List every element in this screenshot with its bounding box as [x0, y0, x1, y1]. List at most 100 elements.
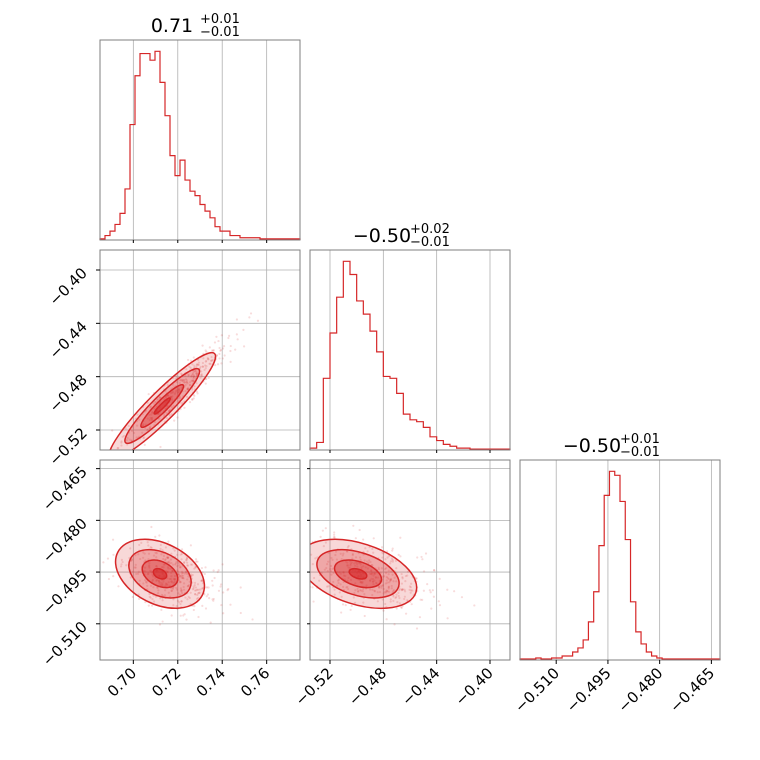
panel-1-2-sample-point — [332, 571, 335, 575]
panel-1-2-sample-point — [353, 591, 356, 595]
panel-0-2-sample-point — [144, 601, 147, 604]
panel-1-2-sample-point — [349, 564, 352, 567]
panel-0-1-sample-point — [192, 397, 195, 400]
panel-0-1-sample-point — [195, 363, 198, 367]
panel-0-2-sample-point — [163, 563, 166, 566]
panel-0-1-sample-point — [107, 455, 109, 457]
panel-1-2-sample-point — [389, 598, 392, 601]
panel-1-2-sample-point — [430, 607, 433, 610]
panel-1-2-sample-point — [307, 561, 309, 563]
panel-0-2-sample-point — [205, 595, 208, 598]
panel-0-2-sample-point — [178, 580, 181, 583]
panel-0-2-sample-point — [186, 556, 189, 559]
panel-0-2-sample-point — [161, 620, 164, 623]
panel-0-2-sample-point — [157, 592, 160, 595]
panel-1-2-sample-point — [406, 574, 409, 577]
panel-1-2-sample-point — [324, 541, 327, 544]
panel-1-2-sample-point — [342, 552, 345, 555]
panel-1-2-sample-point — [334, 550, 338, 553]
panel-0-2-sample-point — [166, 571, 169, 574]
panel-frame-2-1 — [309, 459, 511, 661]
panel-0-2-sample-point — [186, 564, 190, 567]
panel-1-2-sample-point — [333, 593, 336, 596]
panel-0-2-sample-point — [82, 549, 84, 551]
panel-0-1-sample-point — [177, 387, 181, 391]
panel-1-2-sample-point — [321, 529, 324, 532]
panel-1-2-sample-point — [386, 556, 389, 559]
panel-0-1-sample-point — [153, 407, 156, 410]
panel-1-2-sample-point — [368, 572, 372, 575]
panel-0-2-sample-point — [179, 565, 182, 569]
panel-1-2-sample-point — [431, 589, 434, 592]
panel-0-2-sample-point — [184, 596, 187, 599]
panel-0-2-sample-point — [166, 570, 169, 573]
panel-0-1-sample-point — [176, 416, 179, 419]
panel-1-2-sample-point — [358, 528, 361, 532]
panel-0-1-sample-point — [213, 341, 217, 344]
panel-1-2-sample-point — [394, 596, 397, 600]
grid-layer — [100, 40, 712, 660]
panel-1-2-sample-point — [362, 601, 365, 604]
panel-1-2-sample-point — [334, 553, 337, 557]
panel-0-1-sample-point — [142, 423, 145, 426]
panel-0-1-sample-point — [127, 424, 130, 428]
panel-1-2-sample-point — [398, 602, 401, 605]
panel-0-2-sample-point — [197, 596, 200, 600]
panel-0-1-sample-point — [201, 365, 204, 368]
panel-0-2-sample-point — [143, 566, 147, 569]
panel-0-2-sample-point — [180, 600, 183, 603]
panel-0-1-sample-point — [185, 381, 188, 384]
panel-0-2-sample-point — [197, 592, 200, 595]
panel-0-2-sample-point — [178, 581, 182, 584]
panel-0-2-sample-point — [165, 556, 169, 559]
panel-0-2-sample-point — [164, 589, 167, 592]
panel-1-2-marks — [307, 524, 476, 630]
panel-0-1-sample-point — [203, 368, 206, 372]
panel-0-1-sample-point — [183, 381, 186, 384]
panel-1-2-sample-point — [453, 590, 456, 593]
panel-0-2-sample-point — [120, 563, 123, 566]
panel-0-2-sample-point — [172, 547, 175, 550]
panel-0-2-sample-point — [170, 552, 173, 555]
panel-0-2-sample-point — [200, 579, 203, 583]
panel-0-1-sample-point — [229, 349, 232, 353]
panel-0-1-sample-point — [117, 446, 120, 450]
panel-frame-0-0 — [99, 39, 301, 241]
panel-1-2-sample-point — [421, 598, 424, 602]
panel-1-2-sample-point — [354, 537, 357, 540]
panel-1-2-sample-point — [396, 601, 399, 604]
panel-0-1-sample-point — [146, 428, 149, 432]
panel-0-2-sample-point — [171, 569, 174, 572]
panel-1-2-sample-point — [438, 577, 441, 580]
panel-1-2-sample-point — [377, 568, 381, 571]
panel-0-2-sample-point — [219, 583, 223, 586]
panel-0-2-sample-point — [171, 581, 174, 584]
panel-0-2-sample-point — [129, 547, 132, 550]
panel-frame-1-0 — [99, 249, 301, 451]
panel-0-2-sample-point — [181, 571, 185, 575]
panel-0-2-sample-point — [196, 560, 199, 563]
panel-0-1-sample-point — [120, 444, 123, 447]
hist-title-plus-2: +0.01 — [620, 432, 660, 447]
panel-1-2-sample-point — [363, 592, 366, 596]
panel-0-2-sample-point — [146, 541, 149, 544]
panel-1-2-sample-point — [415, 627, 419, 630]
panel-0-1-sample-point — [170, 391, 173, 394]
panel-0-2-sample-point — [169, 577, 172, 581]
panel-0-1-sample-point — [121, 435, 124, 438]
panel-0-1-sample-point — [218, 346, 221, 350]
panel-1-2-sample-point — [400, 588, 403, 591]
panel-1-2-sample-point — [389, 562, 392, 565]
panel-1-2-sample-point — [420, 555, 423, 559]
tick-layer — [96, 240, 712, 664]
panel-0-2-sample-point — [163, 594, 166, 597]
panel-0-2-sample-point — [227, 587, 230, 591]
panel-1-2-sample-point — [384, 571, 388, 574]
panel-1-2-sample-point — [319, 535, 322, 538]
panel-1-2-sample-point — [399, 555, 402, 558]
panel-0-2-sample-point — [209, 621, 212, 624]
panel-1-2-sample-point — [371, 564, 374, 567]
hist-title-plus-0: +0.01 — [200, 12, 240, 27]
panel-0-1-sample-point — [211, 349, 214, 352]
panel-0-1-sample-point — [193, 364, 196, 367]
